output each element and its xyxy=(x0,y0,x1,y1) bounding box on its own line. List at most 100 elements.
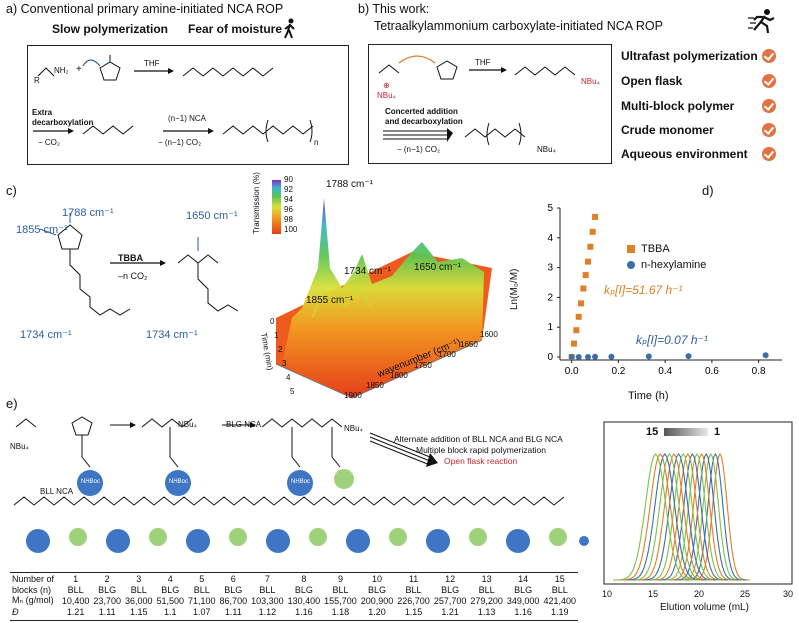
wavenumber-1855-label: 1855 cm⁻¹ xyxy=(16,224,68,236)
wn-tick-1700: 1700 xyxy=(438,350,456,359)
sec-xlabel: Elution volume (mL) xyxy=(660,602,749,613)
table-cell: BLL xyxy=(67,584,84,595)
hexylamine-point xyxy=(685,353,692,360)
sec-tick-30: 30 xyxy=(783,589,794,599)
table-cell: 71,100 xyxy=(188,595,216,606)
table-cell: 1.16 xyxy=(295,606,313,617)
sec-tick-10: 10 xyxy=(602,589,613,599)
table-cell: 1.12 xyxy=(258,606,277,617)
legend-tbba: TBBA xyxy=(627,243,670,255)
x-tick-label: 0.0 xyxy=(565,366,579,377)
y-tick-label: 4 xyxy=(547,233,553,244)
table-cell: 4 xyxy=(167,573,173,584)
wavenumber-1734-label-b: 1734 cm⁻¹ xyxy=(146,329,198,341)
nhboc-bead xyxy=(287,470,313,496)
legend-tbba-text: TBBA xyxy=(641,243,670,255)
slow-polymerization-label: Slow polymerization xyxy=(52,22,169,36)
sec-trace xyxy=(640,453,717,581)
legend-square-marker xyxy=(627,245,635,254)
sec-tick-15: 15 xyxy=(648,589,659,599)
wn-tick-1900: 1900 xyxy=(344,391,362,400)
table-cell: 1.15 xyxy=(404,606,423,617)
legend-hexylamine: n-hexylamine xyxy=(627,259,706,271)
table-cell: BLL xyxy=(193,584,210,595)
panel-b-scheme-drawing xyxy=(378,55,576,146)
blocks-table: Number of 1 2 3 4 5 6 7 8 9 10 11 12 13 … xyxy=(10,573,578,617)
kp-hexylamine-annotation: kₚ[I]=0.07 h⁻¹ xyxy=(636,333,708,347)
concerted-label-1: Concerted addition xyxy=(385,107,458,116)
table-cell: 13 xyxy=(481,573,492,584)
thf-label-a: THF xyxy=(144,59,160,68)
n-subscript-a: n xyxy=(314,138,319,147)
check-icon xyxy=(762,74,776,88)
table-cell: 10 xyxy=(371,573,382,584)
table-cell: 6 xyxy=(230,573,236,584)
check-icon xyxy=(762,147,776,161)
table-row: Đ 1.21 1.11 1.15 1.1 1.07 1.11 1.12 1.16… xyxy=(10,606,578,617)
table-cell: 23,700 xyxy=(93,595,121,606)
decarboxylation-label: decarboxylation xyxy=(32,118,94,127)
open-flask-text: Open flask reaction xyxy=(444,456,518,466)
scale-tick-100: 100 xyxy=(284,225,298,234)
header-mn: Mₙ (g/mol) xyxy=(12,595,54,605)
tbba-point xyxy=(592,213,599,220)
sec-trace xyxy=(679,452,743,581)
table-cell: BLL xyxy=(405,584,422,595)
hexylamine-point xyxy=(762,352,769,359)
legend-circle-marker xyxy=(627,261,635,270)
sec-traces-chart xyxy=(603,421,793,585)
nhboc-label: NHBoc xyxy=(81,479,101,485)
wn-tick-1650: 1650 xyxy=(460,340,478,349)
wn-tick-1750: 1750 xyxy=(414,361,432,370)
tbba-point xyxy=(575,313,582,320)
table-cell: 1.20 xyxy=(368,606,386,617)
sec-label-15: 15 xyxy=(646,426,659,438)
sec-label-1: 1 xyxy=(714,426,721,438)
table-cell: BLG xyxy=(441,584,460,595)
tbba-point xyxy=(573,327,580,334)
sec-tick-25: 25 xyxy=(740,589,751,599)
table-cell: 1.21 xyxy=(66,606,85,617)
alternate-addition-text: Alternate addition of BLL NCA and BLG NC… xyxy=(394,434,563,444)
blg-nca-label: BLG NCA xyxy=(226,420,262,429)
table-cell: 5 xyxy=(199,573,205,584)
table-cell: 349,000 xyxy=(506,595,540,606)
table-cell: BLG xyxy=(161,584,180,595)
fear-of-moisture-label: Fear of moisture xyxy=(188,22,283,36)
time-tick-0: 0 xyxy=(270,317,275,326)
panel-e-block-drawing xyxy=(13,416,589,553)
d-xlabel: Time (h) xyxy=(628,390,669,402)
walking-person-icon xyxy=(284,18,295,39)
sec-trace xyxy=(646,453,721,581)
nhboc-label: NHBoc xyxy=(169,479,189,485)
table-cell: 1.18 xyxy=(331,606,350,617)
x-tick-label: 0.2 xyxy=(611,366,625,377)
time-tick-4: 4 xyxy=(286,373,291,382)
extra-label: Extra xyxy=(32,108,53,117)
table-cell: 1.16 xyxy=(514,606,532,617)
peak-1788-label: 1788 cm⁻¹ xyxy=(326,179,373,190)
panel-a-label: a) xyxy=(6,2,18,16)
table-cell: 11 xyxy=(408,573,419,584)
sec-trace xyxy=(668,452,736,581)
table-cell: 155,700 xyxy=(324,595,357,606)
table-cell: 1.15 xyxy=(129,606,148,617)
table-cell: BLL xyxy=(332,584,349,595)
table-row: Mₙ (g/mol) 10,400 23,700 36,000 51,500 7… xyxy=(10,595,578,606)
table-cell: 421,400 xyxy=(543,595,576,606)
table-cell: 103,300 xyxy=(251,595,284,606)
header-blocks-n: blocks (n) xyxy=(12,584,52,595)
sec-trace xyxy=(629,453,710,581)
table-cell: BLG xyxy=(98,584,117,595)
panel-e-label: e) xyxy=(6,396,18,411)
colorbar xyxy=(272,180,281,234)
legend-hexylamine-text: n-hexylamine xyxy=(641,259,707,271)
panel-c-label: c) xyxy=(6,183,17,198)
table-cell: 51,500 xyxy=(156,595,185,606)
panel-a-scheme-box: R NH₂ + THF Extra decarboxylation − CO₂ … xyxy=(27,45,349,165)
panel-c-reaction-drawing xyxy=(39,213,239,316)
advantage-2: Open flask xyxy=(621,74,683,88)
scale-tick-98: 98 xyxy=(284,215,293,224)
tbba-point xyxy=(587,243,594,250)
table-cell: BLG xyxy=(514,584,533,595)
